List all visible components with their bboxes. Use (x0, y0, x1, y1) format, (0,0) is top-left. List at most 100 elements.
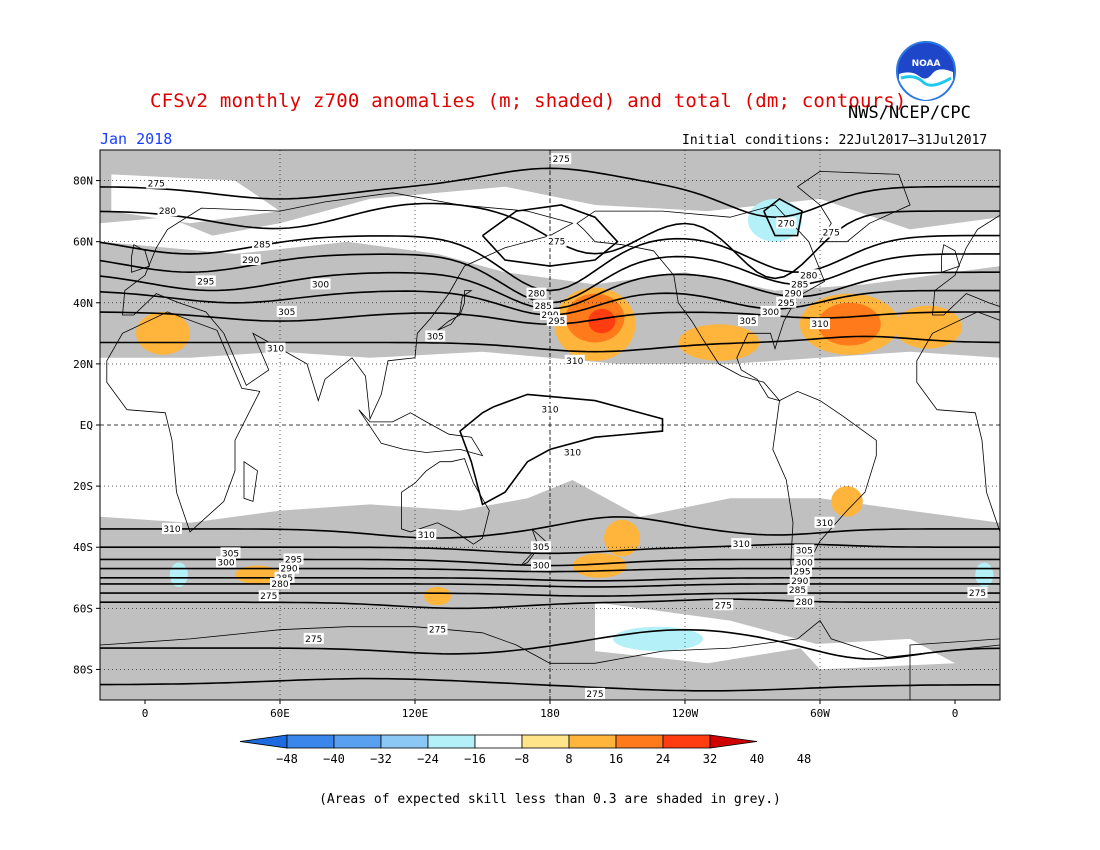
contour-label-3: 285 (253, 241, 270, 251)
contour-label-44: 285 (789, 586, 806, 596)
lat-label: 40N (73, 297, 93, 310)
contour-295-sh (100, 567, 1000, 573)
coast-indonesia (358, 409, 484, 457)
contour-label-bg (427, 623, 448, 635)
coast-madagascar (1054, 462, 1068, 502)
contour-label-bg (533, 299, 554, 311)
colorbar-label: −32 (370, 752, 392, 766)
contour-label-bg (794, 544, 815, 556)
contour-label-bg (531, 541, 551, 553)
latitude-labels: 80N 60N 40N 20N EQ 20S 40S 60S 80S (73, 175, 100, 676)
contour-label-bg (157, 205, 178, 217)
contour-label-bg (279, 562, 299, 574)
contour-label-bg (265, 342, 286, 354)
contour-label-bg (540, 309, 560, 320)
logo-text: NOAA (912, 59, 941, 69)
coast-japan (437, 290, 473, 331)
contour-label-50: 275 (586, 690, 603, 700)
lat-label: 60N (73, 236, 93, 249)
contour-label-bg (731, 538, 752, 550)
contour-label-bg (546, 315, 567, 327)
coast-uk (131, 244, 150, 273)
contour-label-48: 275 (305, 635, 322, 645)
lon-label: 120W (672, 707, 699, 720)
coastlines (100, 170, 1068, 700)
contour-label-bg (789, 278, 810, 290)
contour-labels: 2752752802852902953053003102752802852902… (146, 153, 988, 700)
noaa-logo: NOAA (896, 41, 956, 101)
contour-label-7: 300 (312, 280, 329, 290)
contour-label-bg (798, 269, 819, 281)
anomaly-blob-6 (136, 311, 190, 355)
contour-label-10: 280 (528, 290, 545, 300)
contour-label-bg (162, 522, 182, 534)
contour-275-nh (100, 167, 1000, 219)
white-gap-2 (797, 638, 955, 670)
lat-label: 80N (73, 175, 93, 188)
contour-275-pole (100, 677, 1000, 692)
contour-label-34: 280 (271, 580, 288, 590)
coast-africa (106, 311, 261, 533)
contour-label-30: 300 (217, 559, 234, 569)
contour-275-ant (100, 628, 1000, 660)
coast-uk (941, 244, 960, 273)
contour-label-14: 305 (427, 332, 444, 342)
contour-label-37: 300 (532, 562, 549, 572)
contour-label-32: 290 (280, 565, 297, 575)
contour-label-bg (713, 599, 734, 611)
contour-label-bg (274, 571, 295, 583)
contour-label-bg (531, 559, 551, 571)
contour-label-1: 275 (148, 180, 165, 190)
contour-label-26: 310 (811, 320, 828, 330)
contour-label-bg (789, 574, 810, 586)
contour-label-bg (814, 516, 835, 528)
contour-label-47: 275 (969, 589, 986, 599)
contour-label-bg (776, 296, 797, 308)
contour-label-11: 285 (535, 302, 552, 312)
colorbar-arrow-left (239, 734, 288, 749)
lon-label: 120E (402, 707, 429, 720)
lon-label: 60E (270, 707, 290, 720)
contour-label-23: 295 (778, 299, 795, 309)
contour-label-bg (564, 354, 585, 366)
contour-label-24: 300 (762, 308, 779, 318)
contour-label-0: 275 (553, 155, 570, 165)
colorbar-label: −24 (417, 752, 439, 766)
contour-305-sh (100, 543, 1000, 555)
lon-label: 180 (540, 707, 560, 720)
contour-label-31: 295 (285, 555, 302, 565)
contour-label-18: 270 (778, 219, 795, 229)
colorbar-label: −48 (276, 752, 298, 766)
contour-label-bg (270, 577, 290, 589)
colorbar-swatch (662, 734, 711, 749)
colorbar-swatch (286, 734, 335, 749)
contour-label-bg (787, 584, 808, 595)
contour-label-22: 290 (784, 290, 801, 300)
contour-label-bg (216, 556, 236, 568)
contour-275-sh (100, 598, 1000, 610)
contour-label-bg (546, 235, 567, 247)
coast-antarctica (100, 620, 1000, 700)
contour-310-tropics (459, 393, 664, 506)
colorbar-swatch (427, 734, 476, 749)
colorbar-swatch (568, 734, 617, 749)
anomaly-blob-7 (748, 198, 802, 242)
contour-label-bg (240, 254, 261, 265)
contour-label-bg (967, 587, 988, 599)
contour-label-8: 310 (267, 345, 284, 355)
contour-label-bg (258, 590, 279, 602)
contour-label-bg (540, 403, 560, 415)
contour-label-bg (220, 547, 241, 559)
contour-label-45: 280 (796, 598, 813, 608)
contour-label-bg (276, 305, 297, 317)
contour-label-bg (585, 687, 605, 699)
colorbar-swatch (333, 734, 382, 749)
contour-label-21: 285 (791, 280, 808, 290)
contour-label-bg (783, 287, 803, 299)
contour-label-20: 280 (800, 271, 817, 281)
colorbar-label: 48 (797, 752, 811, 766)
contour-label-43: 290 (791, 577, 808, 587)
forecast-date: Jan 2018 (100, 130, 173, 148)
contour-label-40: 305 (796, 546, 813, 556)
anomaly-blob-12 (235, 565, 280, 584)
